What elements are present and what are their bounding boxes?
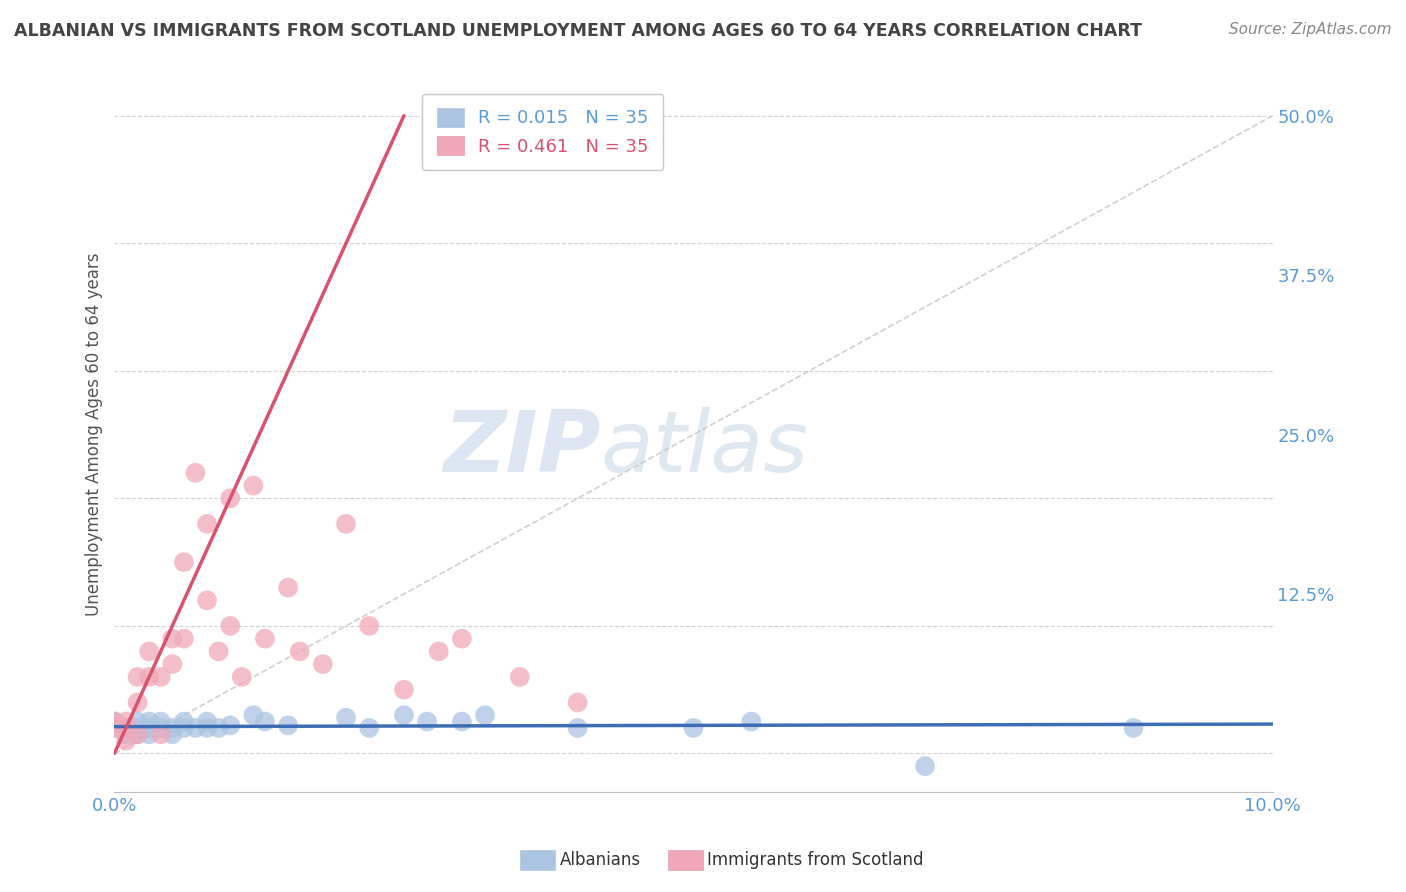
Point (184, 466, 207, 480)
Point (509, 670, 531, 684)
Point (219, 718, 242, 732)
Point (162, 727, 184, 741)
Point (173, 721, 195, 735)
Point (567, 721, 589, 735)
Point (162, 721, 184, 735)
Point (138, 727, 160, 741)
Point (450, 714, 472, 729)
Point (219, 619, 242, 633)
Point (149, 714, 172, 729)
Legend: R = 0.015   N = 35, R = 0.461   N = 35: R = 0.015 N = 35, R = 0.461 N = 35 (422, 94, 664, 170)
Point (242, 708, 264, 723)
Point (231, 670, 253, 684)
Point (1122, 721, 1144, 735)
Point (474, 708, 496, 723)
Point (115, 733, 138, 747)
Point (138, 721, 160, 735)
Point (127, 670, 149, 684)
Point (127, 727, 149, 741)
Point (208, 721, 231, 735)
Point (914, 759, 936, 773)
Point (335, 516, 357, 531)
Point (242, 478, 264, 492)
Point (253, 632, 276, 646)
Point (392, 708, 415, 723)
Point (103, 714, 125, 729)
Point (208, 644, 231, 658)
Point (138, 670, 160, 684)
Point (127, 727, 149, 741)
Point (392, 682, 415, 697)
Point (103, 714, 125, 729)
Point (149, 727, 172, 741)
Point (149, 670, 172, 684)
Point (115, 727, 138, 741)
Point (195, 714, 218, 729)
Point (195, 721, 218, 735)
Point (195, 516, 218, 531)
Point (253, 714, 276, 729)
Point (427, 644, 450, 658)
Text: ALBANIAN VS IMMIGRANTS FROM SCOTLAND UNEMPLOYMENT AMONG AGES 60 TO 64 YEARS CORR: ALBANIAN VS IMMIGRANTS FROM SCOTLAND UNE… (14, 22, 1142, 40)
Point (162, 632, 184, 646)
Point (149, 721, 172, 735)
Text: atlas: atlas (600, 408, 808, 491)
Point (195, 593, 218, 607)
Point (173, 632, 195, 646)
Point (335, 711, 357, 725)
Point (138, 644, 160, 658)
Point (219, 491, 242, 506)
Text: Immigrants from Scotland: Immigrants from Scotland (707, 851, 924, 869)
Text: ZIP: ZIP (443, 408, 600, 491)
Y-axis label: Unemployment Among Ages 60 to 64 years: Unemployment Among Ages 60 to 64 years (86, 252, 103, 616)
Point (740, 714, 762, 729)
Point (277, 718, 299, 732)
Point (450, 632, 472, 646)
Point (103, 721, 125, 735)
Point (173, 714, 195, 729)
Point (173, 555, 195, 569)
Point (138, 714, 160, 729)
Point (682, 721, 704, 735)
Point (115, 721, 138, 735)
Point (567, 695, 589, 709)
Point (103, 721, 125, 735)
Point (127, 721, 149, 735)
Point (115, 721, 138, 735)
Point (127, 695, 149, 709)
Point (312, 657, 335, 672)
Point (162, 657, 184, 672)
Text: Source: ZipAtlas.com: Source: ZipAtlas.com (1229, 22, 1392, 37)
Point (359, 619, 381, 633)
Text: Albanians: Albanians (560, 851, 641, 869)
Point (115, 714, 138, 729)
Point (127, 714, 149, 729)
Point (277, 581, 299, 595)
Point (288, 644, 311, 658)
Point (184, 721, 207, 735)
Point (416, 714, 439, 729)
Point (359, 721, 381, 735)
